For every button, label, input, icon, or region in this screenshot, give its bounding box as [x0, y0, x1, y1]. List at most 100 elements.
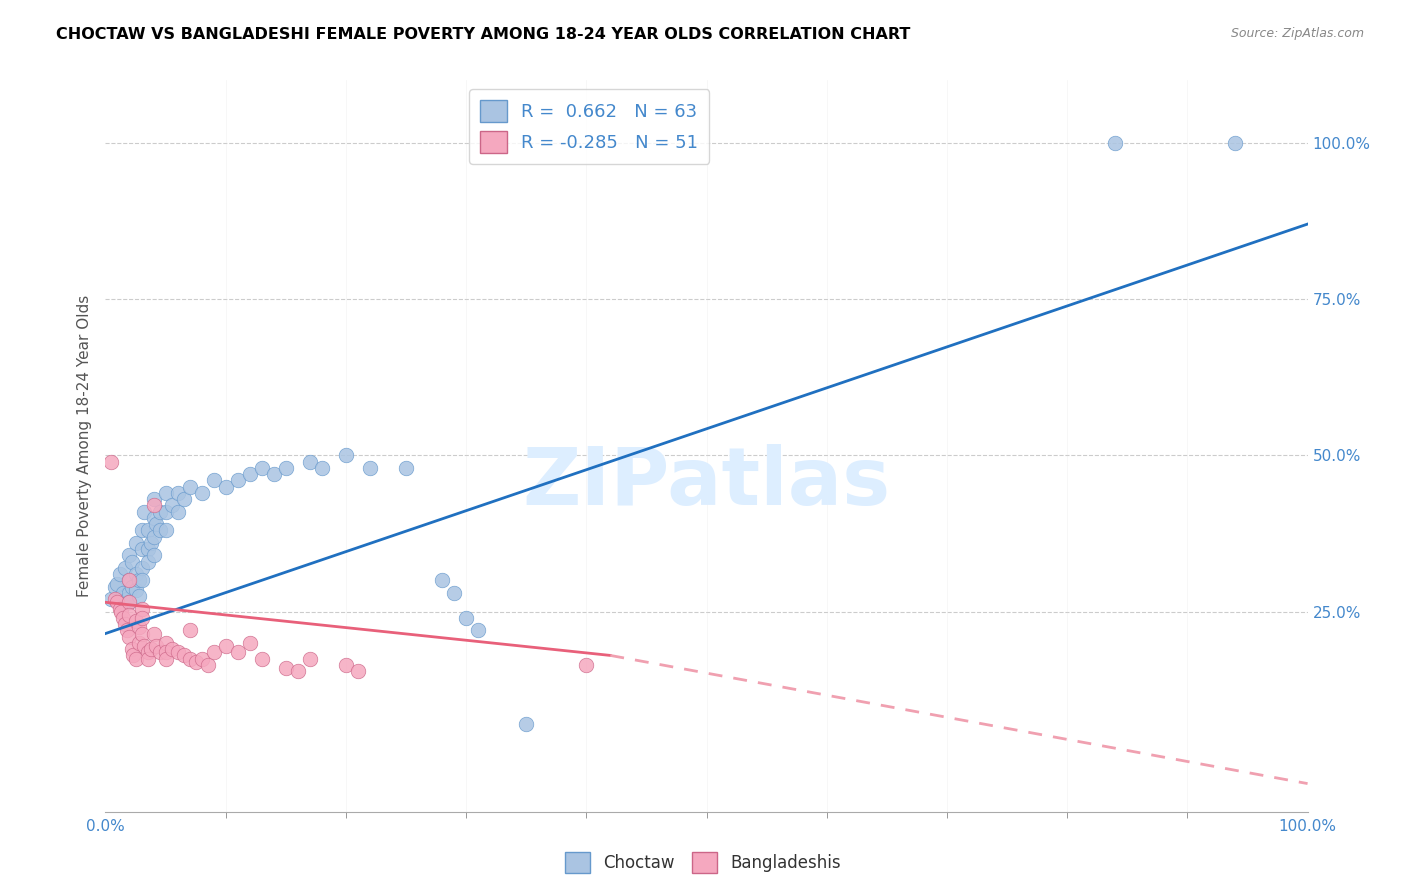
- Point: [118, 586, 141, 600]
- Point: [118, 595, 141, 609]
- Point: [136, 651, 159, 665]
- Point: [131, 574, 153, 588]
- Point: [430, 574, 453, 588]
- Point: [214, 480, 236, 494]
- Point: [132, 505, 155, 519]
- Y-axis label: Female Poverty Among 18-24 Year Olds: Female Poverty Among 18-24 Year Olds: [76, 295, 91, 597]
- Point: [148, 505, 170, 519]
- Point: [118, 574, 141, 588]
- Point: [118, 549, 141, 563]
- Point: [112, 599, 135, 613]
- Point: [128, 636, 150, 650]
- Point: [287, 664, 309, 678]
- Point: [467, 624, 489, 638]
- Text: CHOCTAW VS BANGLADESHI FEMALE POVERTY AMONG 18-24 YEAR OLDS CORRELATION CHART: CHOCTAW VS BANGLADESHI FEMALE POVERTY AM…: [56, 27, 911, 42]
- Point: [131, 561, 153, 575]
- Point: [124, 651, 146, 665]
- Point: [124, 582, 146, 597]
- Point: [104, 580, 127, 594]
- Text: Source: ZipAtlas.com: Source: ZipAtlas.com: [1230, 27, 1364, 40]
- Point: [110, 605, 132, 619]
- Point: [100, 455, 122, 469]
- Point: [190, 651, 212, 665]
- Point: [575, 657, 598, 672]
- Point: [108, 567, 131, 582]
- Point: [250, 651, 273, 665]
- Point: [108, 601, 131, 615]
- Point: [131, 601, 153, 615]
- Point: [142, 549, 165, 563]
- Point: [1225, 136, 1247, 150]
- Point: [148, 645, 170, 659]
- Point: [124, 614, 146, 628]
- Point: [155, 636, 177, 650]
- Point: [226, 645, 249, 659]
- Point: [347, 664, 370, 678]
- Point: [136, 555, 159, 569]
- Point: [263, 467, 285, 482]
- Point: [179, 624, 201, 638]
- Point: [122, 648, 145, 663]
- Point: [239, 467, 262, 482]
- Point: [239, 636, 262, 650]
- Point: [118, 595, 141, 609]
- Point: [107, 595, 129, 609]
- Point: [166, 645, 188, 659]
- Legend: R =  0.662   N = 63, R = -0.285   N = 51: R = 0.662 N = 63, R = -0.285 N = 51: [470, 89, 709, 164]
- Point: [155, 486, 177, 500]
- Point: [166, 505, 188, 519]
- Point: [298, 455, 321, 469]
- Point: [142, 530, 165, 544]
- Point: [335, 657, 357, 672]
- Point: [139, 642, 162, 657]
- Point: [155, 505, 177, 519]
- Point: [121, 642, 143, 657]
- Point: [131, 542, 153, 557]
- Point: [359, 461, 381, 475]
- Point: [124, 567, 146, 582]
- Point: [100, 592, 122, 607]
- Point: [124, 536, 146, 550]
- Point: [250, 461, 273, 475]
- Point: [142, 511, 165, 525]
- Point: [118, 574, 141, 588]
- Point: [104, 592, 127, 607]
- Point: [298, 651, 321, 665]
- Point: [155, 524, 177, 538]
- Point: [202, 474, 225, 488]
- Point: [132, 639, 155, 653]
- Point: [395, 461, 418, 475]
- Point: [311, 461, 333, 475]
- Point: [142, 499, 165, 513]
- Point: [128, 589, 150, 603]
- Point: [155, 645, 177, 659]
- Point: [179, 651, 201, 665]
- Point: [128, 620, 150, 634]
- Point: [128, 574, 150, 588]
- Point: [136, 542, 159, 557]
- Point: [155, 651, 177, 665]
- Point: [179, 480, 201, 494]
- Point: [118, 630, 141, 644]
- Point: [115, 592, 138, 607]
- Legend: Choctaw, Bangladeshis: Choctaw, Bangladeshis: [558, 846, 848, 880]
- Point: [166, 486, 188, 500]
- Point: [274, 661, 297, 675]
- Point: [114, 617, 136, 632]
- Point: [160, 499, 183, 513]
- Point: [148, 524, 170, 538]
- Point: [131, 626, 153, 640]
- Point: [443, 586, 465, 600]
- Point: [107, 576, 129, 591]
- Point: [136, 524, 159, 538]
- Point: [121, 555, 143, 569]
- Point: [145, 517, 167, 532]
- Point: [184, 655, 207, 669]
- Point: [136, 645, 159, 659]
- Point: [274, 461, 297, 475]
- Point: [112, 611, 135, 625]
- Point: [202, 645, 225, 659]
- Point: [112, 586, 135, 600]
- Point: [454, 611, 477, 625]
- Point: [131, 524, 153, 538]
